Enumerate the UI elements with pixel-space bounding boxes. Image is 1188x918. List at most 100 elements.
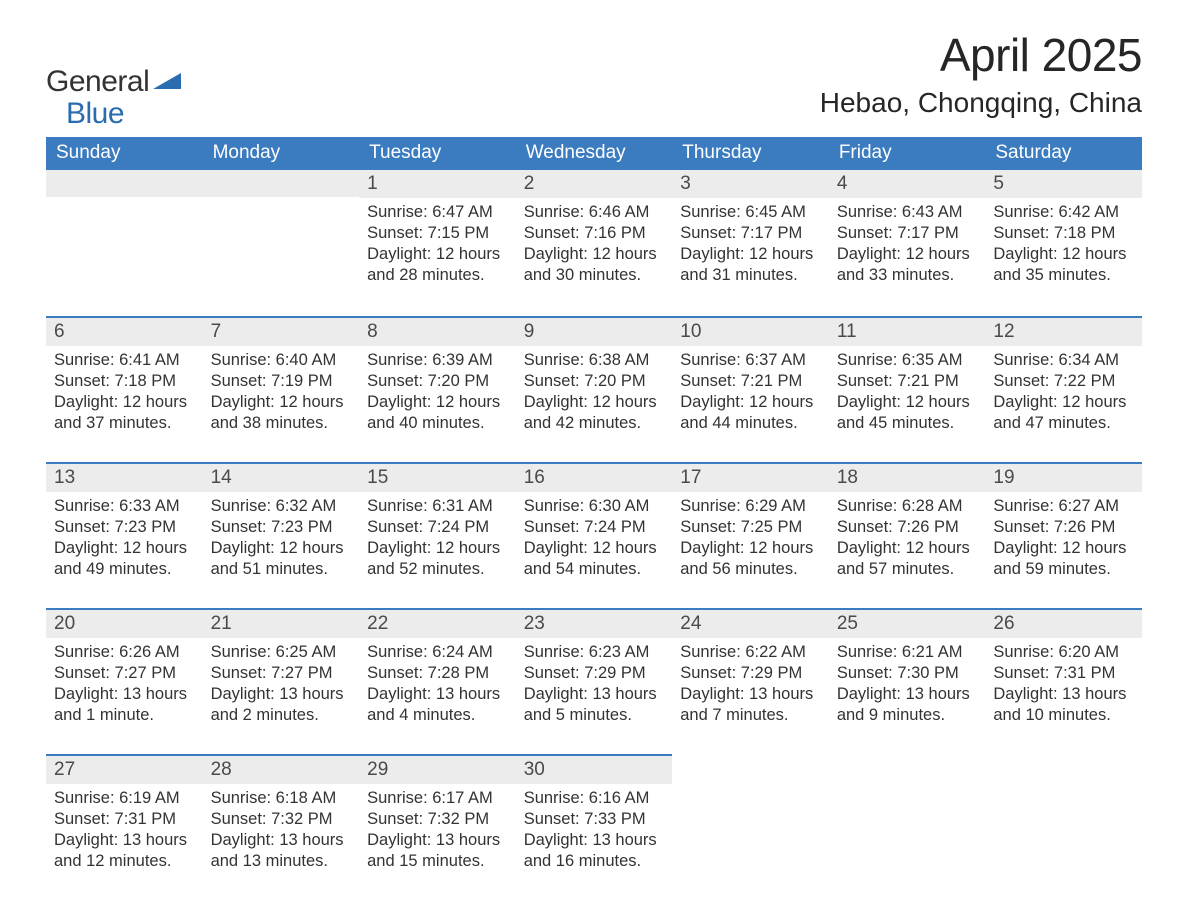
calendar-cell: 17Sunrise: 6:29 AMSunset: 7:25 PMDayligh… (672, 462, 829, 608)
calendar-cell: 1Sunrise: 6:47 AMSunset: 7:15 PMDaylight… (359, 170, 516, 316)
calendar-cell (985, 754, 1142, 900)
detail-line: Sunrise: 6:45 AM (680, 202, 821, 223)
detail-line: Sunrise: 6:34 AM (993, 350, 1134, 371)
calendar-cell: 24Sunrise: 6:22 AMSunset: 7:29 PMDayligh… (672, 608, 829, 754)
detail-line: Daylight: 13 hours and 12 minutes. (54, 830, 195, 872)
day-details: Sunrise: 6:38 AMSunset: 7:20 PMDaylight:… (516, 346, 673, 434)
calendar-cell: 18Sunrise: 6:28 AMSunset: 7:26 PMDayligh… (829, 462, 986, 608)
calendar-cell: 19Sunrise: 6:27 AMSunset: 7:26 PMDayligh… (985, 462, 1142, 608)
detail-line: Sunset: 7:23 PM (54, 517, 195, 538)
detail-line: Daylight: 12 hours and 51 minutes. (211, 538, 352, 580)
detail-line: Daylight: 12 hours and 37 minutes. (54, 392, 195, 434)
detail-line: Daylight: 12 hours and 28 minutes. (367, 244, 508, 286)
calendar-cell: 3Sunrise: 6:45 AMSunset: 7:17 PMDaylight… (672, 170, 829, 316)
day-details: Sunrise: 6:31 AMSunset: 7:24 PMDaylight:… (359, 492, 516, 580)
logo-general: General (46, 65, 149, 98)
day-details: Sunrise: 6:22 AMSunset: 7:29 PMDaylight:… (672, 638, 829, 726)
calendar-cell: 5Sunrise: 6:42 AMSunset: 7:18 PMDaylight… (985, 170, 1142, 316)
detail-line: Sunset: 7:28 PM (367, 663, 508, 684)
day-number: 28 (203, 754, 360, 784)
col-saturday: Saturday (985, 137, 1142, 170)
calendar-cell (203, 170, 360, 316)
calendar-cell: 29 Sunrise: 6:17 AMSunset: 7:32 PMDayligh… (359, 754, 516, 900)
calendar-table: Sunday Monday Tuesday Wednesday Thursday… (46, 137, 1142, 900)
calendar-cell: 16Sunrise: 6:30 AMSunset: 7:24 PMDayligh… (516, 462, 673, 608)
detail-line: Sunrise: 6:37 AM (680, 350, 821, 371)
calendar-cell (46, 170, 203, 316)
day-number: 12 (985, 316, 1142, 346)
calendar-cell: 6Sunrise: 6:41 AMSunset: 7:18 PMDaylight… (46, 316, 203, 462)
day-number: 3 (672, 170, 829, 198)
header: General Blue April 2025 Hebao, Chongqing… (46, 30, 1142, 129)
detail-line: Sunrise: 6:35 AM (837, 350, 978, 371)
detail-line: Daylight: 12 hours and 30 minutes. (524, 244, 665, 286)
detail-line: Sunset: 7:27 PM (211, 663, 352, 684)
col-sunday: Sunday (46, 137, 203, 170)
day-details: Sunrise: 6:34 AMSunset: 7:22 PMDaylight:… (985, 346, 1142, 434)
day-details: Sunrise: 6:45 AMSunset: 7:17 PMDaylight:… (672, 198, 829, 286)
day-number: 15 (359, 462, 516, 492)
detail-line: Daylight: 12 hours and 47 minutes. (993, 392, 1134, 434)
day-number: 11 (829, 316, 986, 346)
detail-line: Daylight: 12 hours and 49 minutes. (54, 538, 195, 580)
detail-line: Sunrise: 6:25 AM (211, 642, 352, 663)
detail-line: Daylight: 13 hours and 7 minutes. (680, 684, 821, 726)
calendar-week: 27Sunrise: 6:19 AMSunset: 7:31 PMDayligh… (46, 754, 1142, 900)
detail-line: Sunset: 7:16 PM (524, 223, 665, 244)
col-friday: Friday (829, 137, 986, 170)
detail-line: Sunrise: 6:47 AM (367, 202, 508, 223)
day-number: 18 (829, 462, 986, 492)
day-number: 29 (359, 754, 516, 784)
detail-line: Sunset: 7:25 PM (680, 517, 821, 538)
detail-line: Sunrise: 6:33 AM (54, 496, 195, 517)
day-number: 23 (516, 608, 673, 638)
detail-line: Sunset: 7:18 PM (993, 223, 1134, 244)
day-number: 25 (829, 608, 986, 638)
day-details: Sunrise: 6:33 AMSunset: 7:23 PMDaylight:… (46, 492, 203, 580)
day-details: Sunrise: 6:23 AMSunset: 7:29 PMDaylight:… (516, 638, 673, 726)
detail-line: Daylight: 12 hours and 33 minutes. (837, 244, 978, 286)
calendar-week: 1Sunrise: 6:47 AMSunset: 7:15 PMDaylight… (46, 170, 1142, 316)
day-number: 10 (672, 316, 829, 346)
col-tuesday: Tuesday (359, 137, 516, 170)
day-number: 30 (516, 754, 673, 784)
detail-line: Daylight: 13 hours and 16 minutes. (524, 830, 665, 872)
detail-line: Sunrise: 6:18 AM (211, 788, 352, 809)
detail-line: Daylight: 13 hours and 9 minutes. (837, 684, 978, 726)
calendar-cell: 7Sunrise: 6:40 AMSunset: 7:19 PMDaylight… (203, 316, 360, 462)
day-number: 4 (829, 170, 986, 198)
detail-line: Daylight: 12 hours and 45 minutes. (837, 392, 978, 434)
detail-line: Sunset: 7:32 PM (367, 809, 508, 830)
detail-line: Sunrise: 6:38 AM (524, 350, 665, 371)
detail-line: Sunset: 7:24 PM (367, 517, 508, 538)
detail-line: Sunrise: 6:42 AM (993, 202, 1134, 223)
detail-line: Daylight: 12 hours and 42 minutes. (524, 392, 665, 434)
detail-line: Sunrise: 6:16 AM (524, 788, 665, 809)
col-wednesday: Wednesday (516, 137, 673, 170)
detail-line: Daylight: 13 hours and 15 minutes. (367, 830, 508, 872)
detail-line: Sunrise: 6:40 AM (211, 350, 352, 371)
calendar-cell: 23Sunrise: 6:23 AMSunset: 7:29 PMDayligh… (516, 608, 673, 754)
page-title: April 2025 (820, 30, 1142, 81)
calendar-cell: 9Sunrise: 6:38 AMSunset: 7:20 PMDaylight… (516, 316, 673, 462)
day-details: Sunrise: 6:29 AMSunset: 7:25 PMDaylight:… (672, 492, 829, 580)
calendar-cell: 30Sunrise: 6:16 AMSunset: 7:33 PMDayligh… (516, 754, 673, 900)
detail-line: Daylight: 12 hours and 44 minutes. (680, 392, 821, 434)
detail-line: Sunrise: 6:46 AM (524, 202, 665, 223)
day-number: 21 (203, 608, 360, 638)
day-number: 27 (46, 754, 203, 784)
day-number: 22 (359, 608, 516, 638)
detail-line: Sunset: 7:31 PM (54, 809, 195, 830)
day-details: Sunrise: 6:35 AMSunset: 7:21 PMDaylight:… (829, 346, 986, 434)
calendar-cell: 8Sunrise: 6:39 AMSunset: 7:20 PMDaylight… (359, 316, 516, 462)
calendar-cell: 2Sunrise: 6:46 AMSunset: 7:16 PMDaylight… (516, 170, 673, 316)
detail-line: Daylight: 12 hours and 40 minutes. (367, 392, 508, 434)
calendar-cell: 21Sunrise: 6:25 AMSunset: 7:27 PMDayligh… (203, 608, 360, 754)
detail-line: Sunrise: 6:17 AM (367, 788, 508, 809)
location: Hebao, Chongqing, China (820, 87, 1142, 119)
detail-line: Sunrise: 6:23 AM (524, 642, 665, 663)
calendar-cell: 20Sunrise: 6:26 AMSunset: 7:27 PMDayligh… (46, 608, 203, 754)
detail-line: Sunset: 7:29 PM (524, 663, 665, 684)
day-details: Sunrise: 6:43 AMSunset: 7:17 PMDaylight:… (829, 198, 986, 286)
calendar-cell: 11Sunrise: 6:35 AMSunset: 7:21 PMDayligh… (829, 316, 986, 462)
